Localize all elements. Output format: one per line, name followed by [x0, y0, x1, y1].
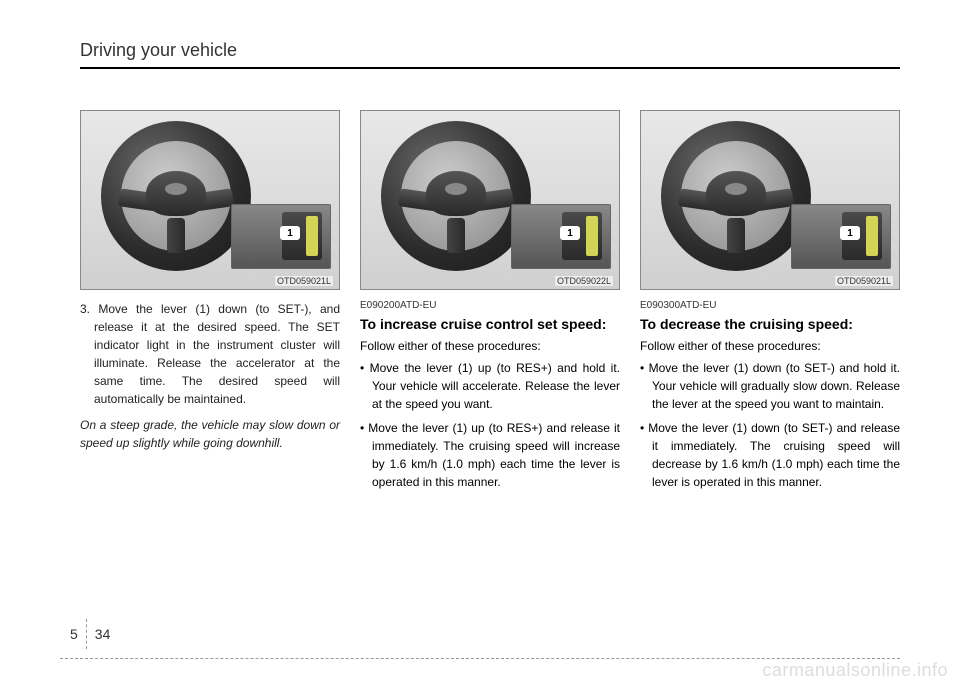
figure-steering-3: 1 OTD059021L — [640, 110, 900, 290]
figure-code: OTD059021L — [835, 276, 893, 286]
header-rule — [80, 67, 900, 69]
code-label: E090300ATD-EU — [640, 300, 900, 311]
page-number: 34 — [95, 626, 111, 642]
page-header: Driving your vehicle — [80, 40, 900, 69]
footer-rule — [60, 658, 900, 659]
column-3: 1 OTD059021L E090300ATD-EU To decrease t… — [640, 110, 900, 497]
italic-note: On a steep grade, the vehicle may slow d… — [80, 416, 340, 452]
lever-indicator: 1 — [840, 226, 860, 240]
section-title: Driving your vehicle — [80, 40, 900, 65]
subheading: To increase cruise control set speed: — [360, 315, 620, 333]
control-inset: 1 — [511, 204, 611, 269]
intro-text: Follow either of these procedures: — [360, 339, 620, 353]
intro-text: Follow either of these procedures: — [640, 339, 900, 353]
steering-wheel-illustration — [101, 121, 251, 271]
watermark: carmanualsonline.info — [762, 660, 948, 681]
lever-indicator: 1 — [560, 226, 580, 240]
steering-wheel-illustration — [381, 121, 531, 271]
bullet-item: Move the lever (1) down (to SET-) and re… — [640, 419, 900, 491]
control-inset: 1 — [231, 204, 331, 269]
figure-code: OTD059021L — [275, 276, 333, 286]
page-divider — [86, 619, 87, 649]
step-text: 3. Move the lever (1) down (to SET-), an… — [80, 300, 340, 408]
page-numbers: 5 34 — [70, 619, 110, 649]
steering-wheel-illustration — [661, 121, 811, 271]
content-area: 1 OTD059021L 3. Move the lever (1) down … — [80, 110, 900, 497]
column-2: 1 OTD059022L E090200ATD-EU To increase c… — [360, 110, 620, 497]
subheading: To decrease the cruising speed: — [640, 315, 900, 333]
page-footer — [60, 658, 900, 659]
bullet-item: Move the lever (1) down (to SET-) and ho… — [640, 359, 900, 413]
column-1: 1 OTD059021L 3. Move the lever (1) down … — [80, 110, 340, 497]
figure-code: OTD059022L — [555, 276, 613, 286]
lever-indicator: 1 — [280, 226, 300, 240]
control-inset: 1 — [791, 204, 891, 269]
section-number: 5 — [70, 626, 78, 642]
figure-steering-1: 1 OTD059021L — [80, 110, 340, 290]
code-label: E090200ATD-EU — [360, 300, 620, 311]
bullet-item: Move the lever (1) up (to RES+) and hold… — [360, 359, 620, 413]
figure-steering-2: 1 OTD059022L — [360, 110, 620, 290]
bullet-item: Move the lever (1) up (to RES+) and rele… — [360, 419, 620, 491]
